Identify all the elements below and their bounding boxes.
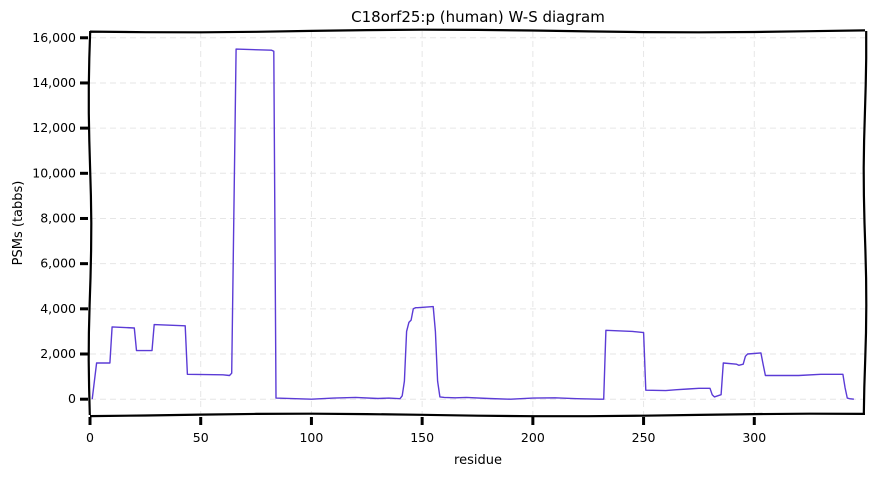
y-axis-label: PSMs (tabbs) <box>11 181 26 266</box>
x-tick-label: 300 <box>742 430 766 445</box>
series-line-0 <box>91 48 854 400</box>
x-axis-label: residue <box>454 453 502 468</box>
y-tick-label: 4,000 <box>40 301 76 316</box>
y-tick-label: 12,000 <box>32 120 76 135</box>
axes-frame <box>87 28 868 418</box>
y-tick-label: 16,000 <box>32 30 76 45</box>
x-axis-ticks: 0 50 100 150 200 250 300 <box>86 417 766 445</box>
y-tick-label: 6,000 <box>40 256 76 271</box>
x-tick-label: 0 <box>86 430 94 445</box>
gridlines <box>90 31 865 415</box>
y-tick-label: 0 <box>68 391 76 406</box>
x-tick-label: 150 <box>410 430 434 445</box>
y-tick-label: 8,000 <box>40 210 76 225</box>
chart-title: C18orf25:p (human) W-S diagram <box>351 8 605 26</box>
y-tick-label: 2,000 <box>40 346 76 361</box>
x-tick-label: 100 <box>299 430 323 445</box>
x-tick-label: 250 <box>632 430 656 445</box>
y-tick-label: 10,000 <box>32 165 76 180</box>
x-tick-label: 50 <box>193 430 209 445</box>
x-tick-label: 200 <box>521 430 545 445</box>
y-tick-label: 14,000 <box>32 75 76 90</box>
plot-area <box>91 48 854 400</box>
y-axis-ticks: 0 2,000 4,000 6,000 8,000 10,000 12,000 14,000 1… <box>32 30 88 406</box>
